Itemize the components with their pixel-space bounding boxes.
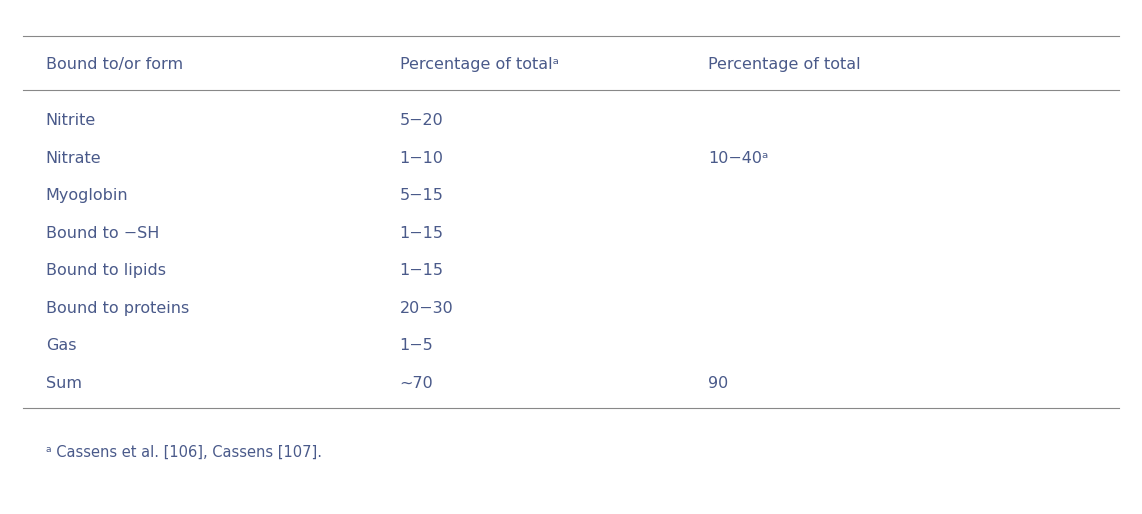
Text: Bound to/or form: Bound to/or form (46, 57, 183, 72)
Text: Nitrite: Nitrite (46, 113, 96, 128)
Text: Nitrate: Nitrate (46, 151, 102, 166)
Text: Sum: Sum (46, 376, 82, 391)
Text: 1−10: 1−10 (400, 151, 444, 166)
Text: 1−5: 1−5 (400, 338, 434, 354)
Text: 20−30: 20−30 (400, 301, 453, 316)
Text: Myoglobin: Myoglobin (46, 188, 128, 204)
Text: Bound to −SH: Bound to −SH (46, 226, 159, 241)
Text: Bound to proteins: Bound to proteins (46, 301, 188, 316)
Text: 5−15: 5−15 (400, 188, 443, 204)
Text: Gas: Gas (46, 338, 77, 354)
Text: Bound to lipids: Bound to lipids (46, 263, 166, 279)
Text: Percentage of totalᵃ: Percentage of totalᵃ (400, 57, 558, 72)
Text: ~70: ~70 (400, 376, 434, 391)
Text: ᵃ Cassens et al. [106], Cassens [107].: ᵃ Cassens et al. [106], Cassens [107]. (46, 444, 322, 460)
Text: 1−15: 1−15 (400, 263, 444, 279)
Text: 1−15: 1−15 (400, 226, 444, 241)
Text: 90: 90 (708, 376, 729, 391)
Text: 5−20: 5−20 (400, 113, 443, 128)
Text: 10−40ᵃ: 10−40ᵃ (708, 151, 769, 166)
Text: Percentage of total: Percentage of total (708, 57, 861, 72)
